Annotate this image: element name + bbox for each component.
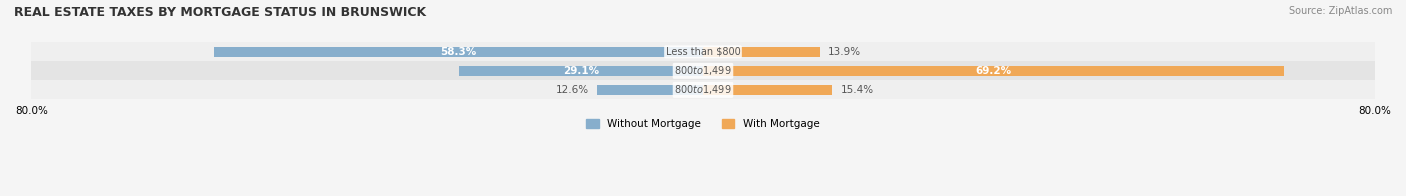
Text: 13.9%: 13.9% <box>828 47 862 57</box>
Bar <box>703 66 1284 76</box>
Text: REAL ESTATE TAXES BY MORTGAGE STATUS IN BRUNSWICK: REAL ESTATE TAXES BY MORTGAGE STATUS IN … <box>14 6 426 19</box>
Bar <box>31 80 1375 99</box>
Bar <box>703 85 832 95</box>
Text: 69.2%: 69.2% <box>976 66 1011 76</box>
Text: Less than $800: Less than $800 <box>665 47 741 57</box>
Bar <box>598 85 703 95</box>
Bar <box>458 66 703 76</box>
Text: 12.6%: 12.6% <box>555 85 589 95</box>
Text: Source: ZipAtlas.com: Source: ZipAtlas.com <box>1288 6 1392 16</box>
Bar <box>31 42 1375 61</box>
Text: $800 to $1,499: $800 to $1,499 <box>675 83 731 96</box>
Legend: Without Mortgage, With Mortgage: Without Mortgage, With Mortgage <box>582 115 824 133</box>
Bar <box>703 47 820 57</box>
Text: 15.4%: 15.4% <box>841 85 873 95</box>
Text: 29.1%: 29.1% <box>562 66 599 76</box>
Text: 58.3%: 58.3% <box>440 47 477 57</box>
Text: $800 to $1,499: $800 to $1,499 <box>675 64 731 77</box>
Bar <box>31 61 1375 80</box>
Bar <box>214 47 703 57</box>
